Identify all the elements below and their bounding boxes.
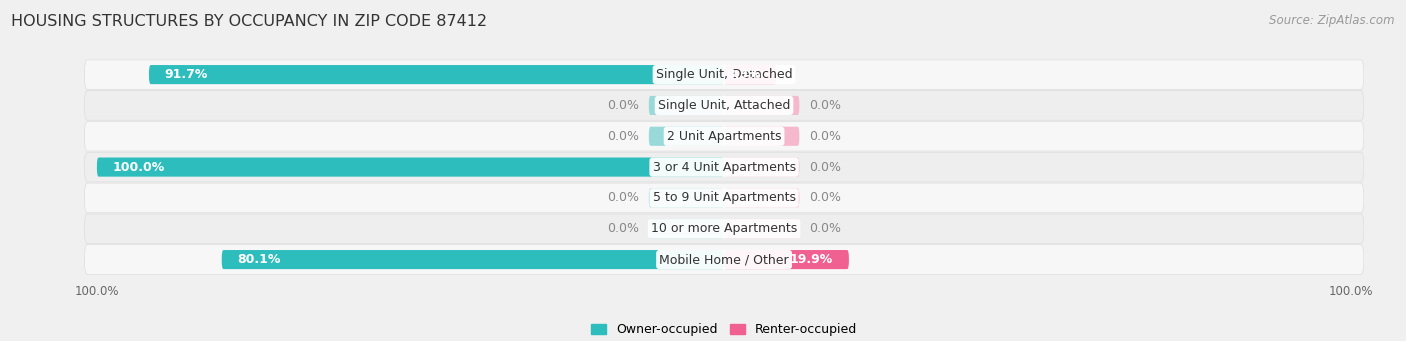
FancyBboxPatch shape: [648, 127, 724, 146]
Text: 91.7%: 91.7%: [165, 68, 208, 81]
FancyBboxPatch shape: [648, 188, 724, 207]
Text: Source: ZipAtlas.com: Source: ZipAtlas.com: [1270, 14, 1395, 27]
FancyBboxPatch shape: [724, 96, 800, 115]
Text: Single Unit, Detached: Single Unit, Detached: [655, 68, 793, 81]
Text: 10 or more Apartments: 10 or more Apartments: [651, 222, 797, 235]
Text: Single Unit, Attached: Single Unit, Attached: [658, 99, 790, 112]
Text: 100.0%: 100.0%: [112, 161, 165, 174]
Text: 2 Unit Apartments: 2 Unit Apartments: [666, 130, 782, 143]
FancyBboxPatch shape: [724, 158, 800, 177]
FancyBboxPatch shape: [724, 65, 776, 84]
Text: 0.0%: 0.0%: [808, 222, 841, 235]
FancyBboxPatch shape: [84, 214, 1364, 243]
Text: 8.3%: 8.3%: [725, 68, 761, 81]
Legend: Owner-occupied, Renter-occupied: Owner-occupied, Renter-occupied: [591, 323, 858, 336]
Text: 0.0%: 0.0%: [607, 99, 640, 112]
FancyBboxPatch shape: [84, 245, 1364, 275]
Text: 80.1%: 80.1%: [238, 253, 281, 266]
FancyBboxPatch shape: [724, 250, 849, 269]
FancyBboxPatch shape: [724, 219, 800, 238]
FancyBboxPatch shape: [84, 152, 1364, 182]
FancyBboxPatch shape: [724, 188, 800, 207]
FancyBboxPatch shape: [84, 91, 1364, 120]
FancyBboxPatch shape: [648, 96, 724, 115]
FancyBboxPatch shape: [724, 127, 800, 146]
FancyBboxPatch shape: [97, 158, 724, 177]
Text: 0.0%: 0.0%: [808, 191, 841, 204]
Text: 5 to 9 Unit Apartments: 5 to 9 Unit Apartments: [652, 191, 796, 204]
Text: HOUSING STRUCTURES BY OCCUPANCY IN ZIP CODE 87412: HOUSING STRUCTURES BY OCCUPANCY IN ZIP C…: [11, 14, 488, 29]
FancyBboxPatch shape: [222, 250, 724, 269]
Text: 19.9%: 19.9%: [790, 253, 834, 266]
FancyBboxPatch shape: [84, 60, 1364, 89]
Text: 0.0%: 0.0%: [607, 191, 640, 204]
FancyBboxPatch shape: [84, 183, 1364, 213]
Text: 0.0%: 0.0%: [808, 130, 841, 143]
FancyBboxPatch shape: [149, 65, 724, 84]
Text: 0.0%: 0.0%: [808, 161, 841, 174]
Text: 0.0%: 0.0%: [607, 222, 640, 235]
FancyBboxPatch shape: [648, 219, 724, 238]
Text: 0.0%: 0.0%: [607, 130, 640, 143]
Text: Mobile Home / Other: Mobile Home / Other: [659, 253, 789, 266]
Text: 3 or 4 Unit Apartments: 3 or 4 Unit Apartments: [652, 161, 796, 174]
Text: 0.0%: 0.0%: [808, 99, 841, 112]
FancyBboxPatch shape: [84, 121, 1364, 151]
